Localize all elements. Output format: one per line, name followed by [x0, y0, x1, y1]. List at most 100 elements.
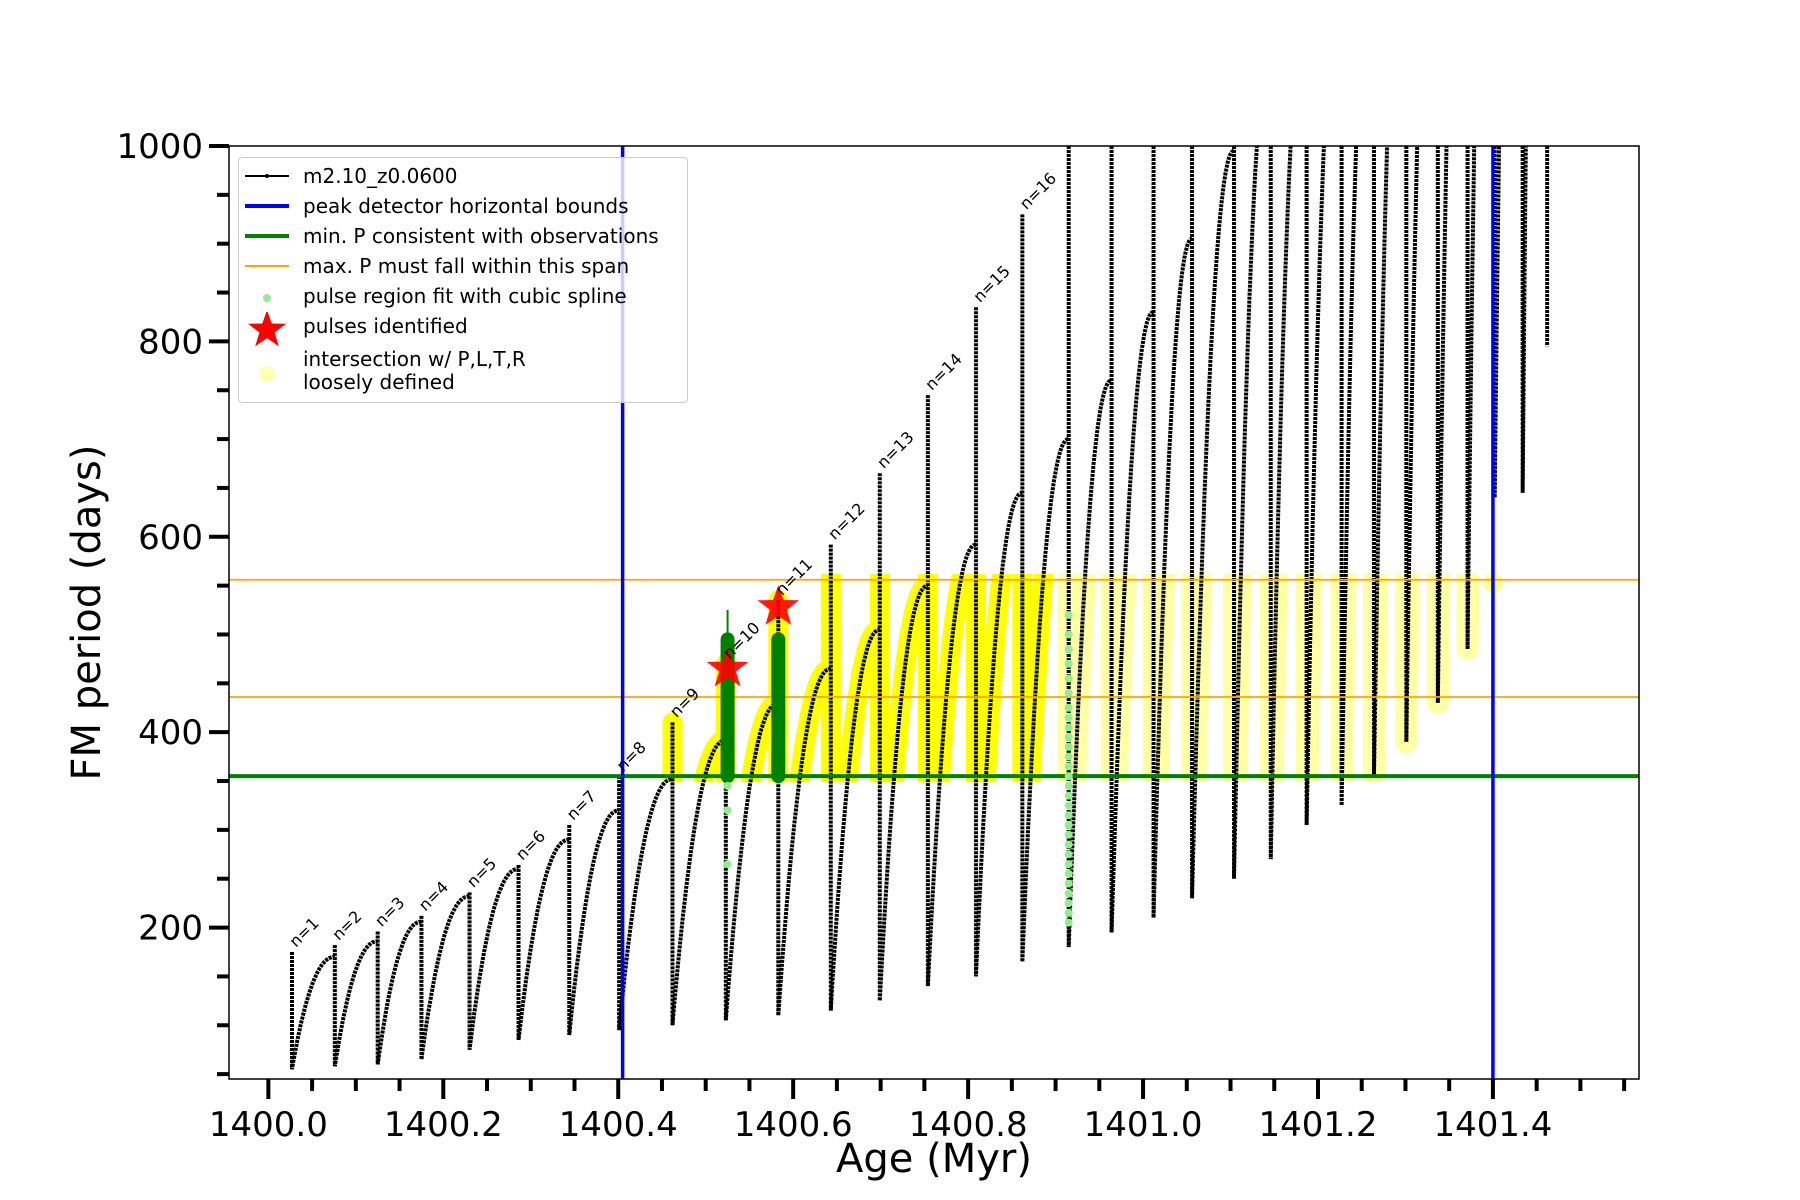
spline-point — [1064, 781, 1073, 790]
pulse-label: n=13 — [873, 428, 917, 472]
spline-point — [1064, 801, 1073, 810]
track-segment — [567, 808, 620, 1036]
track-segment — [828, 544, 880, 1011]
legend-item-pulses: pulses identified — [239, 312, 687, 347]
spline-point — [1064, 791, 1073, 800]
x-tick-label: 1401.0 — [1084, 1105, 1203, 1145]
spline-point — [1064, 703, 1073, 712]
x-tick-label: 1400.0 — [209, 1105, 328, 1145]
legend-orange-line-icon — [245, 265, 289, 267]
x-tick-label: 1401.4 — [1433, 1105, 1552, 1145]
legend-label: peak detector horizontal bounds — [303, 194, 629, 218]
legend: m2.10_z0.0600 peak detector horizontal b… — [238, 157, 688, 403]
legend-green-line-icon — [245, 234, 289, 238]
pulse-label: n=11 — [772, 555, 816, 599]
track-segment — [925, 395, 977, 987]
intersection-segment — [1181, 573, 1213, 783]
x-tick-label: 1400.6 — [734, 1105, 853, 1145]
intersection-segment — [917, 573, 973, 783]
legend-label: max. P must fall within this span — [303, 254, 630, 278]
spline-point — [1064, 742, 1073, 751]
pulse-label: n=2 — [328, 907, 365, 944]
legend-item-max-p: max. P must fall within this span — [239, 252, 687, 280]
intersection-segment — [1057, 573, 1097, 783]
legend-dot-icon — [263, 294, 271, 302]
spline-point — [1064, 860, 1073, 869]
track-segment — [1190, 146, 1235, 899]
track-segment — [1465, 146, 1477, 650]
track-segment — [1520, 146, 1528, 493]
track-segment — [516, 837, 570, 1041]
track-segment — [776, 600, 831, 1016]
track-segment — [1232, 146, 1259, 879]
legend-item-intersection: intersection w/ P,L,T,R loosely defined — [239, 346, 687, 398]
pulse-label: n=14 — [921, 349, 965, 393]
track-segment — [617, 776, 673, 1031]
legend-item-track: m2.10_z0.0600 — [239, 162, 687, 190]
pulse-star — [706, 646, 749, 687]
track-segment — [375, 919, 422, 1065]
spline-point — [1064, 733, 1073, 742]
spline-point — [1064, 830, 1073, 839]
spline-point — [1064, 645, 1073, 654]
y-axis-label: FM period (days) — [64, 445, 110, 781]
track-segment — [1020, 214, 1069, 962]
pulse-label: n=7 — [563, 787, 600, 824]
track-segment — [467, 867, 519, 1050]
legend-label: pulses identified — [303, 314, 468, 338]
spline-point — [1064, 630, 1073, 639]
plot-frame — [228, 145, 1640, 1080]
spline-point — [1064, 918, 1073, 927]
spline-point — [1064, 889, 1073, 898]
track-series — [289, 146, 1550, 1070]
x-tick-label: 1400.8 — [909, 1105, 1028, 1145]
y-tick-label: 400 — [138, 713, 203, 753]
pulse-label: n=8 — [613, 738, 650, 775]
track-segment — [877, 473, 929, 1001]
y-tick-label: 1000 — [116, 127, 203, 167]
track-segment — [419, 894, 470, 1060]
pulse-label: n=12 — [824, 499, 868, 543]
pulse-label: n=4 — [415, 877, 452, 914]
spline-point — [723, 781, 732, 790]
spline-point — [1064, 811, 1073, 820]
legend-line-marker-icon — [245, 174, 289, 178]
track-segment — [1066, 146, 1112, 948]
intersection-clip — [662, 573, 1480, 783]
track-segment — [1109, 146, 1154, 933]
track-segment — [1339, 146, 1359, 806]
spline-point — [1064, 689, 1073, 698]
track-segment — [1151, 146, 1193, 918]
legend-item-spline: pulse region fit with cubic spline — [239, 282, 687, 310]
spline-point — [1064, 869, 1073, 878]
pulse-label: n=6 — [512, 827, 549, 864]
y-tick-label: 200 — [138, 909, 203, 949]
x-axis-label: Age (Myr) — [836, 1136, 1032, 1182]
intersection-segment — [1100, 573, 1137, 783]
intersection-segment — [1142, 573, 1176, 783]
spline-point — [1064, 762, 1073, 771]
x-tick-label: 1400.4 — [559, 1105, 678, 1145]
pulse-star — [757, 585, 800, 625]
track-segment — [1304, 146, 1326, 826]
spline-point — [1064, 674, 1073, 683]
pulse-label: n=16 — [1016, 169, 1060, 213]
y-tick-label: 600 — [138, 518, 203, 558]
track-segment — [1404, 146, 1420, 742]
spline-point — [1064, 752, 1073, 761]
intersection-segment — [1456, 573, 1480, 661]
track-segment — [332, 939, 378, 1067]
spline-point — [1064, 772, 1073, 781]
spline-point — [1064, 659, 1073, 668]
track-segment — [1268, 146, 1293, 860]
track-segment — [1371, 146, 1390, 777]
legend-item-bounds: peak detector horizontal bounds — [239, 192, 687, 220]
spline-point — [723, 806, 732, 815]
legend-label: pulse region fit with cubic spline — [303, 284, 627, 308]
x-tick-label: 1400.2 — [384, 1105, 503, 1145]
spline-point — [1064, 879, 1073, 888]
spline-point — [1064, 610, 1073, 619]
legend-item-min-p: min. P consistent with observations — [239, 222, 687, 250]
